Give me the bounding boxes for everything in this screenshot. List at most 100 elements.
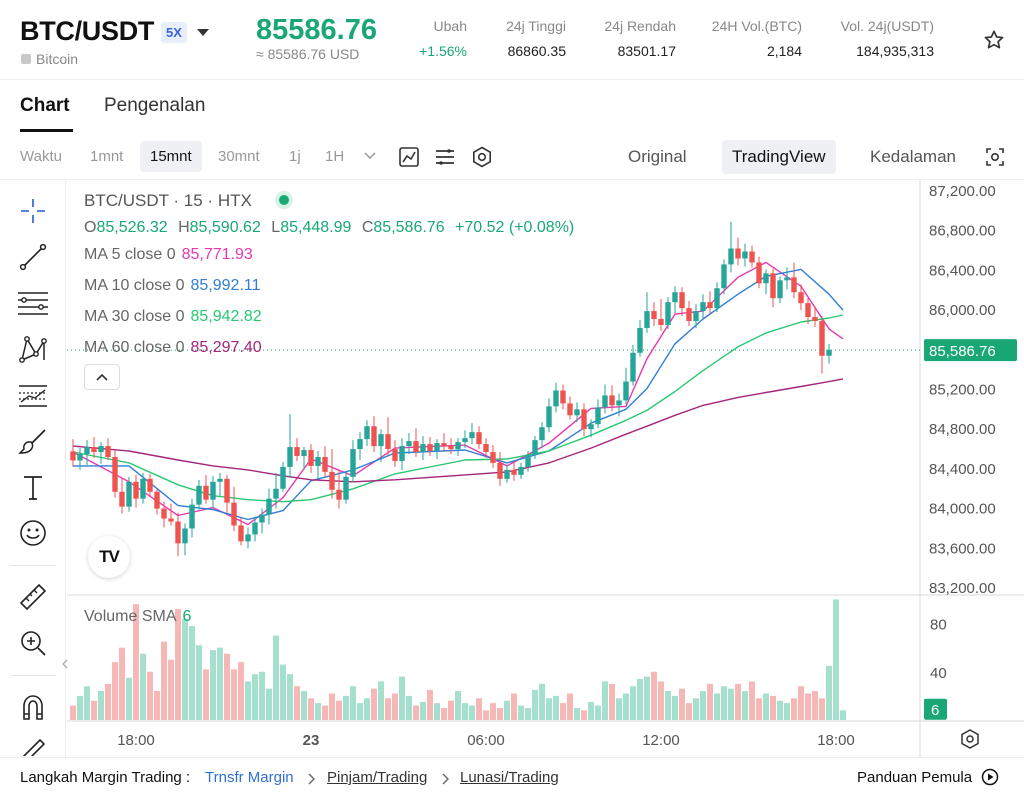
- candle-body: [511, 469, 517, 475]
- magnet-tool[interactable]: [16, 690, 50, 724]
- candle-body: [105, 446, 111, 457]
- candle-type-icon[interactable]: [398, 146, 420, 168]
- candle-body: [770, 273, 776, 299]
- volume-bar: [756, 698, 762, 720]
- volume-bar: [707, 683, 713, 720]
- ma-value: 85,297.40: [190, 339, 262, 356]
- price-tick-label: 87,200.00: [929, 183, 996, 200]
- brush-icon: [18, 429, 46, 454]
- pencil-tool[interactable]: [16, 732, 50, 756]
- tab-pengenalan[interactable]: Pengenalan: [104, 95, 206, 116]
- candle: [238, 517, 244, 546]
- candle-body: [469, 432, 475, 439]
- candle-body: [623, 381, 629, 401]
- play-icon[interactable]: [981, 768, 999, 786]
- view-kedalaman[interactable]: Kedalaman: [870, 147, 957, 166]
- high-value: 85,590.62: [189, 219, 261, 236]
- volume-bar: [392, 693, 398, 720]
- candle: [546, 398, 552, 433]
- chevron-down-icon[interactable]: [196, 28, 210, 38]
- candle-body: [385, 434, 391, 450]
- volume-bar: [406, 695, 412, 720]
- view-original[interactable]: Original: [628, 147, 687, 166]
- time-settings-icon[interactable]: [961, 729, 979, 749]
- step-repay-trade[interactable]: Lunasi/Trading: [460, 769, 559, 786]
- view-tradingview[interactable]: TradingView: [722, 140, 836, 174]
- volume-bar: [511, 693, 517, 720]
- candle: [420, 436, 426, 460]
- forecast-tool[interactable]: [16, 378, 50, 412]
- candle-body: [483, 444, 489, 453]
- price-tick-label: 86,400.00: [929, 262, 996, 279]
- candle: [378, 429, 384, 462]
- timeframe-1h[interactable]: 1H: [325, 148, 345, 165]
- indicators-icon[interactable]: [434, 146, 456, 168]
- chevron-up-icon: [96, 373, 108, 381]
- timeframe-15mnt[interactable]: 15mnt: [140, 141, 202, 172]
- volume-bar: [770, 695, 776, 720]
- candle-body: [490, 452, 496, 463]
- volume-bar: [315, 703, 321, 720]
- tradingview-logo[interactable]: TV: [88, 536, 130, 578]
- last-price: 85586.76: [256, 14, 377, 46]
- candle: [252, 516, 258, 542]
- candle: [371, 416, 377, 453]
- candle: [574, 402, 580, 423]
- brush-tool[interactable]: [16, 424, 50, 458]
- candle-body: [245, 534, 251, 542]
- volume-bar: [497, 707, 503, 720]
- beginner-guide-link[interactable]: Panduan Pemula: [857, 769, 973, 786]
- ohlc-legend: O85,526.32 H85,590.62 L85,448.99 C85,586…: [84, 219, 574, 237]
- stat-24h-vol-btc: 24H Vol.(BTC) 2,184: [712, 18, 802, 59]
- stat-value: 2,184: [766, 43, 802, 59]
- collapse-toolbar-icon[interactable]: [62, 659, 68, 669]
- active-tab-indicator: [20, 129, 73, 132]
- candle-body: [182, 528, 188, 544]
- pencil-icon: [22, 738, 46, 756]
- step-borrow-trade[interactable]: Pinjam/Trading: [327, 769, 428, 786]
- timeframe-1mnt[interactable]: 1mnt: [90, 148, 124, 165]
- text-tool[interactable]: [16, 470, 50, 504]
- collapse-legend-button[interactable]: [84, 364, 120, 390]
- pair-name[interactable]: BTC/USDT: [20, 16, 155, 46]
- crosshair-tool[interactable]: [16, 194, 50, 228]
- volume-bar: [805, 693, 811, 720]
- volume-bar: [630, 686, 636, 720]
- candle: [273, 472, 279, 509]
- trend-line-tool[interactable]: [16, 240, 50, 274]
- timeframe-30mnt[interactable]: 30mnt: [218, 148, 260, 165]
- chevron-down-icon[interactable]: [364, 152, 376, 160]
- candle-body: [714, 288, 720, 309]
- candle: [497, 452, 503, 486]
- step-transfer-margin[interactable]: Trnsfr Margin: [205, 769, 294, 786]
- candle: [98, 442, 104, 464]
- volume-tick-label: 80: [930, 617, 947, 634]
- tab-chart[interactable]: Chart: [20, 95, 70, 116]
- volume-bar: [686, 703, 692, 720]
- volume-bar: [210, 650, 216, 720]
- zoom-in-tool[interactable]: [16, 626, 50, 660]
- volume-bar: [154, 691, 160, 720]
- volume-tick-label: 40: [930, 665, 947, 682]
- volume-label: Volume SMA: [84, 608, 177, 625]
- ruler-tool[interactable]: [16, 580, 50, 614]
- timeframe-1j[interactable]: 1j: [289, 148, 301, 165]
- emoji-tool[interactable]: [16, 516, 50, 550]
- settings-icon[interactable]: [471, 146, 493, 168]
- candle-body: [658, 319, 664, 325]
- candle-body: [420, 444, 426, 453]
- candle-body: [315, 456, 321, 466]
- volume-bar: [357, 703, 363, 720]
- candle: [189, 498, 195, 538]
- volume-bar: [763, 693, 769, 720]
- candle: [84, 440, 90, 465]
- last-price-label-bg: [924, 339, 1017, 362]
- price-tick-label: 84,000.00: [929, 501, 996, 518]
- star-icon[interactable]: [983, 29, 1005, 51]
- candle: [168, 503, 174, 526]
- pattern-tool[interactable]: [16, 332, 50, 366]
- horizontal-lines-tool[interactable]: [16, 286, 50, 320]
- volume-bar: [322, 705, 328, 720]
- screenshot-icon[interactable]: [985, 147, 1005, 167]
- price-chart[interactable]: 87,200.0086,800.0086,400.0086,000.0085,6…: [67, 180, 1024, 757]
